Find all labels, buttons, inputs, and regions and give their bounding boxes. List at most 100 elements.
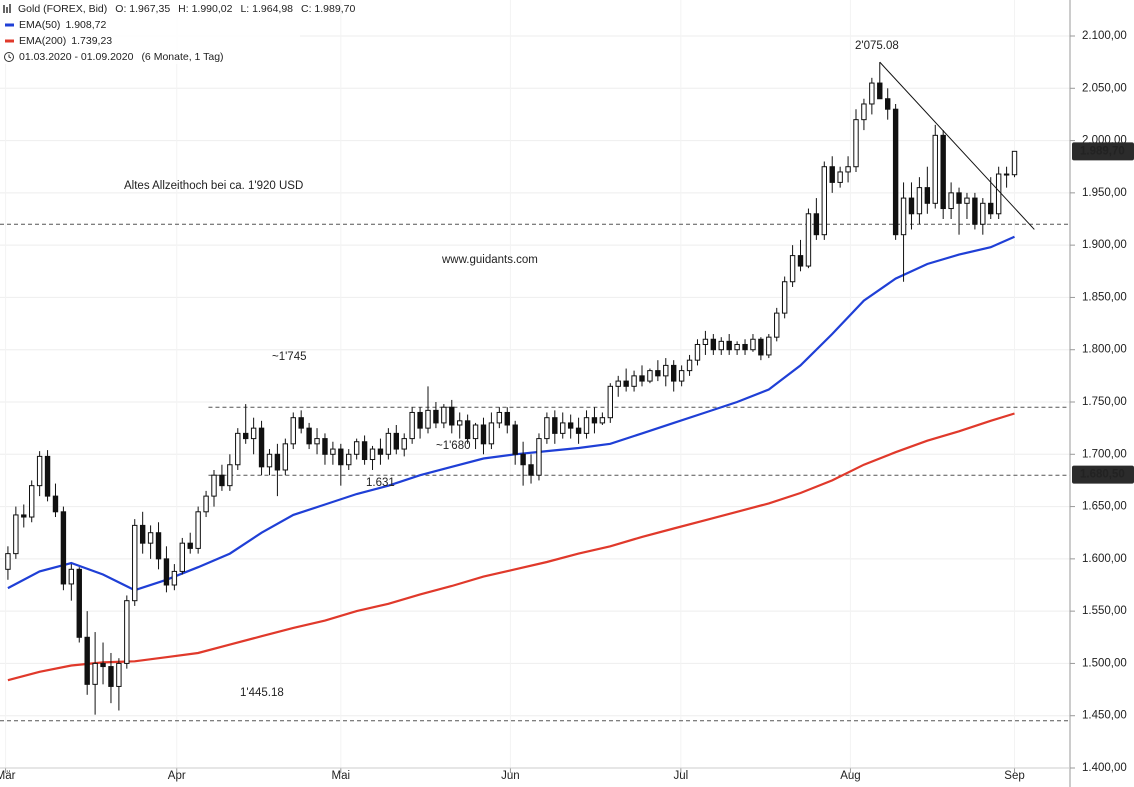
candle-body <box>647 370 653 382</box>
annotation: ~1'680 <box>436 440 471 452</box>
clock-hands <box>8 54 12 59</box>
y-tick-label: 1.450,00 <box>1082 710 1127 722</box>
candle-body <box>560 422 566 434</box>
candle-body <box>710 338 717 351</box>
candle-body <box>457 420 463 426</box>
date-range-note: (6 Monate, 1 Tag) <box>141 51 223 63</box>
candle-body <box>655 370 661 377</box>
candle-body <box>147 532 154 544</box>
candle-body <box>235 432 241 466</box>
y-tick-label: 1.650,00 <box>1082 501 1127 513</box>
candle-body <box>361 441 368 461</box>
candle-body <box>980 202 986 225</box>
y-tick-label: 1.800,00 <box>1082 344 1127 356</box>
candle-body <box>924 187 931 204</box>
annotation: Altes Allzeithoch bei ca. 1'920 USD <box>124 180 303 192</box>
annotation: ~1'745 <box>272 351 307 363</box>
candle-body <box>789 255 796 283</box>
candle-body <box>536 438 542 476</box>
candle-body <box>845 166 851 173</box>
candle-body <box>346 453 352 466</box>
candle-body <box>607 385 613 419</box>
candle-body <box>52 495 59 513</box>
annotation: www.guidants.com <box>441 254 538 266</box>
y-tick-label: 1.550,00 <box>1082 605 1127 617</box>
candle-body <box>575 427 582 434</box>
candle-body <box>258 427 265 468</box>
plot-area: Mär Apr Mai Jun Jul Aug Sep Altes Allzeithoch b… <box>0 0 1070 782</box>
candle-body <box>908 197 915 215</box>
candle-body <box>227 464 233 487</box>
candle-body <box>243 432 249 440</box>
candle-body <box>671 364 677 382</box>
candle-body <box>528 464 534 476</box>
candle-body <box>916 187 923 215</box>
candle-body <box>758 338 764 356</box>
candle-body <box>472 424 479 440</box>
candle-body <box>441 406 447 424</box>
candle-body <box>211 474 217 497</box>
candle-body <box>5 553 11 570</box>
price-label-box <box>1072 465 1134 484</box>
candle-body <box>615 380 621 387</box>
y-tick-label: 1.700,00 <box>1082 448 1127 460</box>
candle-body <box>623 380 629 387</box>
candle-body <box>13 514 19 555</box>
candle-body <box>163 558 170 586</box>
candle-body <box>219 474 225 487</box>
candle-body <box>60 511 67 585</box>
candle-body <box>21 514 27 518</box>
x-tick-label: Jul <box>673 770 688 782</box>
ohlc-value: C: 1.989,70 <box>301 3 355 15</box>
candle-body <box>179 542 185 572</box>
price-label: 1.989,70 <box>1080 145 1125 157</box>
candle-body <box>797 255 804 267</box>
candle-body <box>694 343 701 361</box>
candle-body <box>853 119 859 168</box>
candle-body <box>663 364 669 377</box>
candle-body <box>813 213 820 236</box>
candle-body <box>44 455 51 497</box>
candle-body <box>401 438 407 450</box>
clock-icon <box>4 52 14 62</box>
candle-body <box>393 432 399 450</box>
candle-body <box>742 343 748 351</box>
candle-body <box>464 420 471 440</box>
x-tick-label: Sep <box>1004 770 1024 782</box>
x-tick-label: Mai <box>332 770 351 782</box>
y-tick-label: 1.850,00 <box>1082 291 1127 303</box>
candle-body <box>932 134 938 204</box>
candle-body <box>591 417 598 424</box>
candle-body <box>338 448 344 466</box>
candle-body <box>821 166 827 236</box>
candle-body <box>36 455 43 487</box>
candle-body <box>377 448 384 455</box>
candle-body <box>639 375 645 382</box>
candle-body <box>995 173 1002 215</box>
candle-body <box>837 171 843 183</box>
candle-body <box>92 662 98 685</box>
candle-body <box>314 438 320 445</box>
candle-body <box>766 336 772 356</box>
y-tick-label: 2.050,00 <box>1082 82 1127 94</box>
x-tick-label: Apr <box>168 770 186 782</box>
y-tick-label: 1.750,00 <box>1082 396 1127 408</box>
chart-icon <box>3 4 11 13</box>
candle-body <box>76 568 82 638</box>
candle-body <box>956 192 962 204</box>
candle-body <box>116 662 122 687</box>
candle-body <box>369 448 376 461</box>
y-tick-label: 1.600,00 <box>1082 553 1127 565</box>
x-tick-label: Mär <box>0 770 16 782</box>
y-tick-label: 2.100,00 <box>1082 30 1127 42</box>
candle-body <box>750 338 756 351</box>
ohlc-value: O: 1.967,35 <box>115 3 170 15</box>
candle-body <box>195 511 201 549</box>
candle-body <box>885 98 891 110</box>
x-tick-label: Jun <box>501 770 520 782</box>
candle-body <box>290 417 296 445</box>
candle-body <box>274 453 281 471</box>
candle-body <box>203 495 209 513</box>
candle-body <box>861 103 867 121</box>
legend-label: EMA(200) <box>19 35 66 47</box>
